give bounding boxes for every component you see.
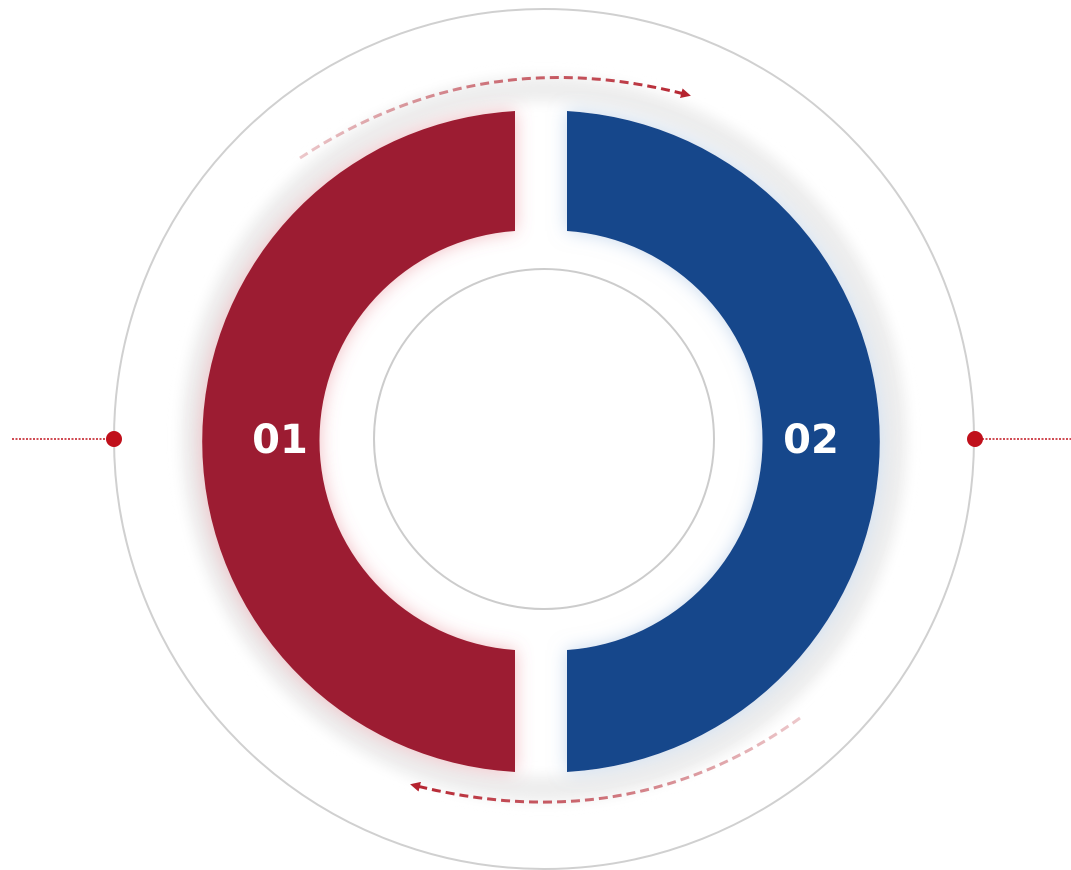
bottom-cycle-arrow: [410, 716, 801, 804]
segment-01: [202, 111, 515, 772]
left-connector-dot: [106, 431, 122, 447]
halo-band: [181, 76, 907, 802]
segment-02-label: 02: [783, 417, 839, 463]
segment-02: [567, 111, 880, 772]
right-connector-dot: [967, 431, 983, 447]
top-cycle-arrow: [299, 76, 691, 160]
segment-01-label: 01: [252, 417, 308, 463]
inner-ring: [373, 268, 715, 610]
